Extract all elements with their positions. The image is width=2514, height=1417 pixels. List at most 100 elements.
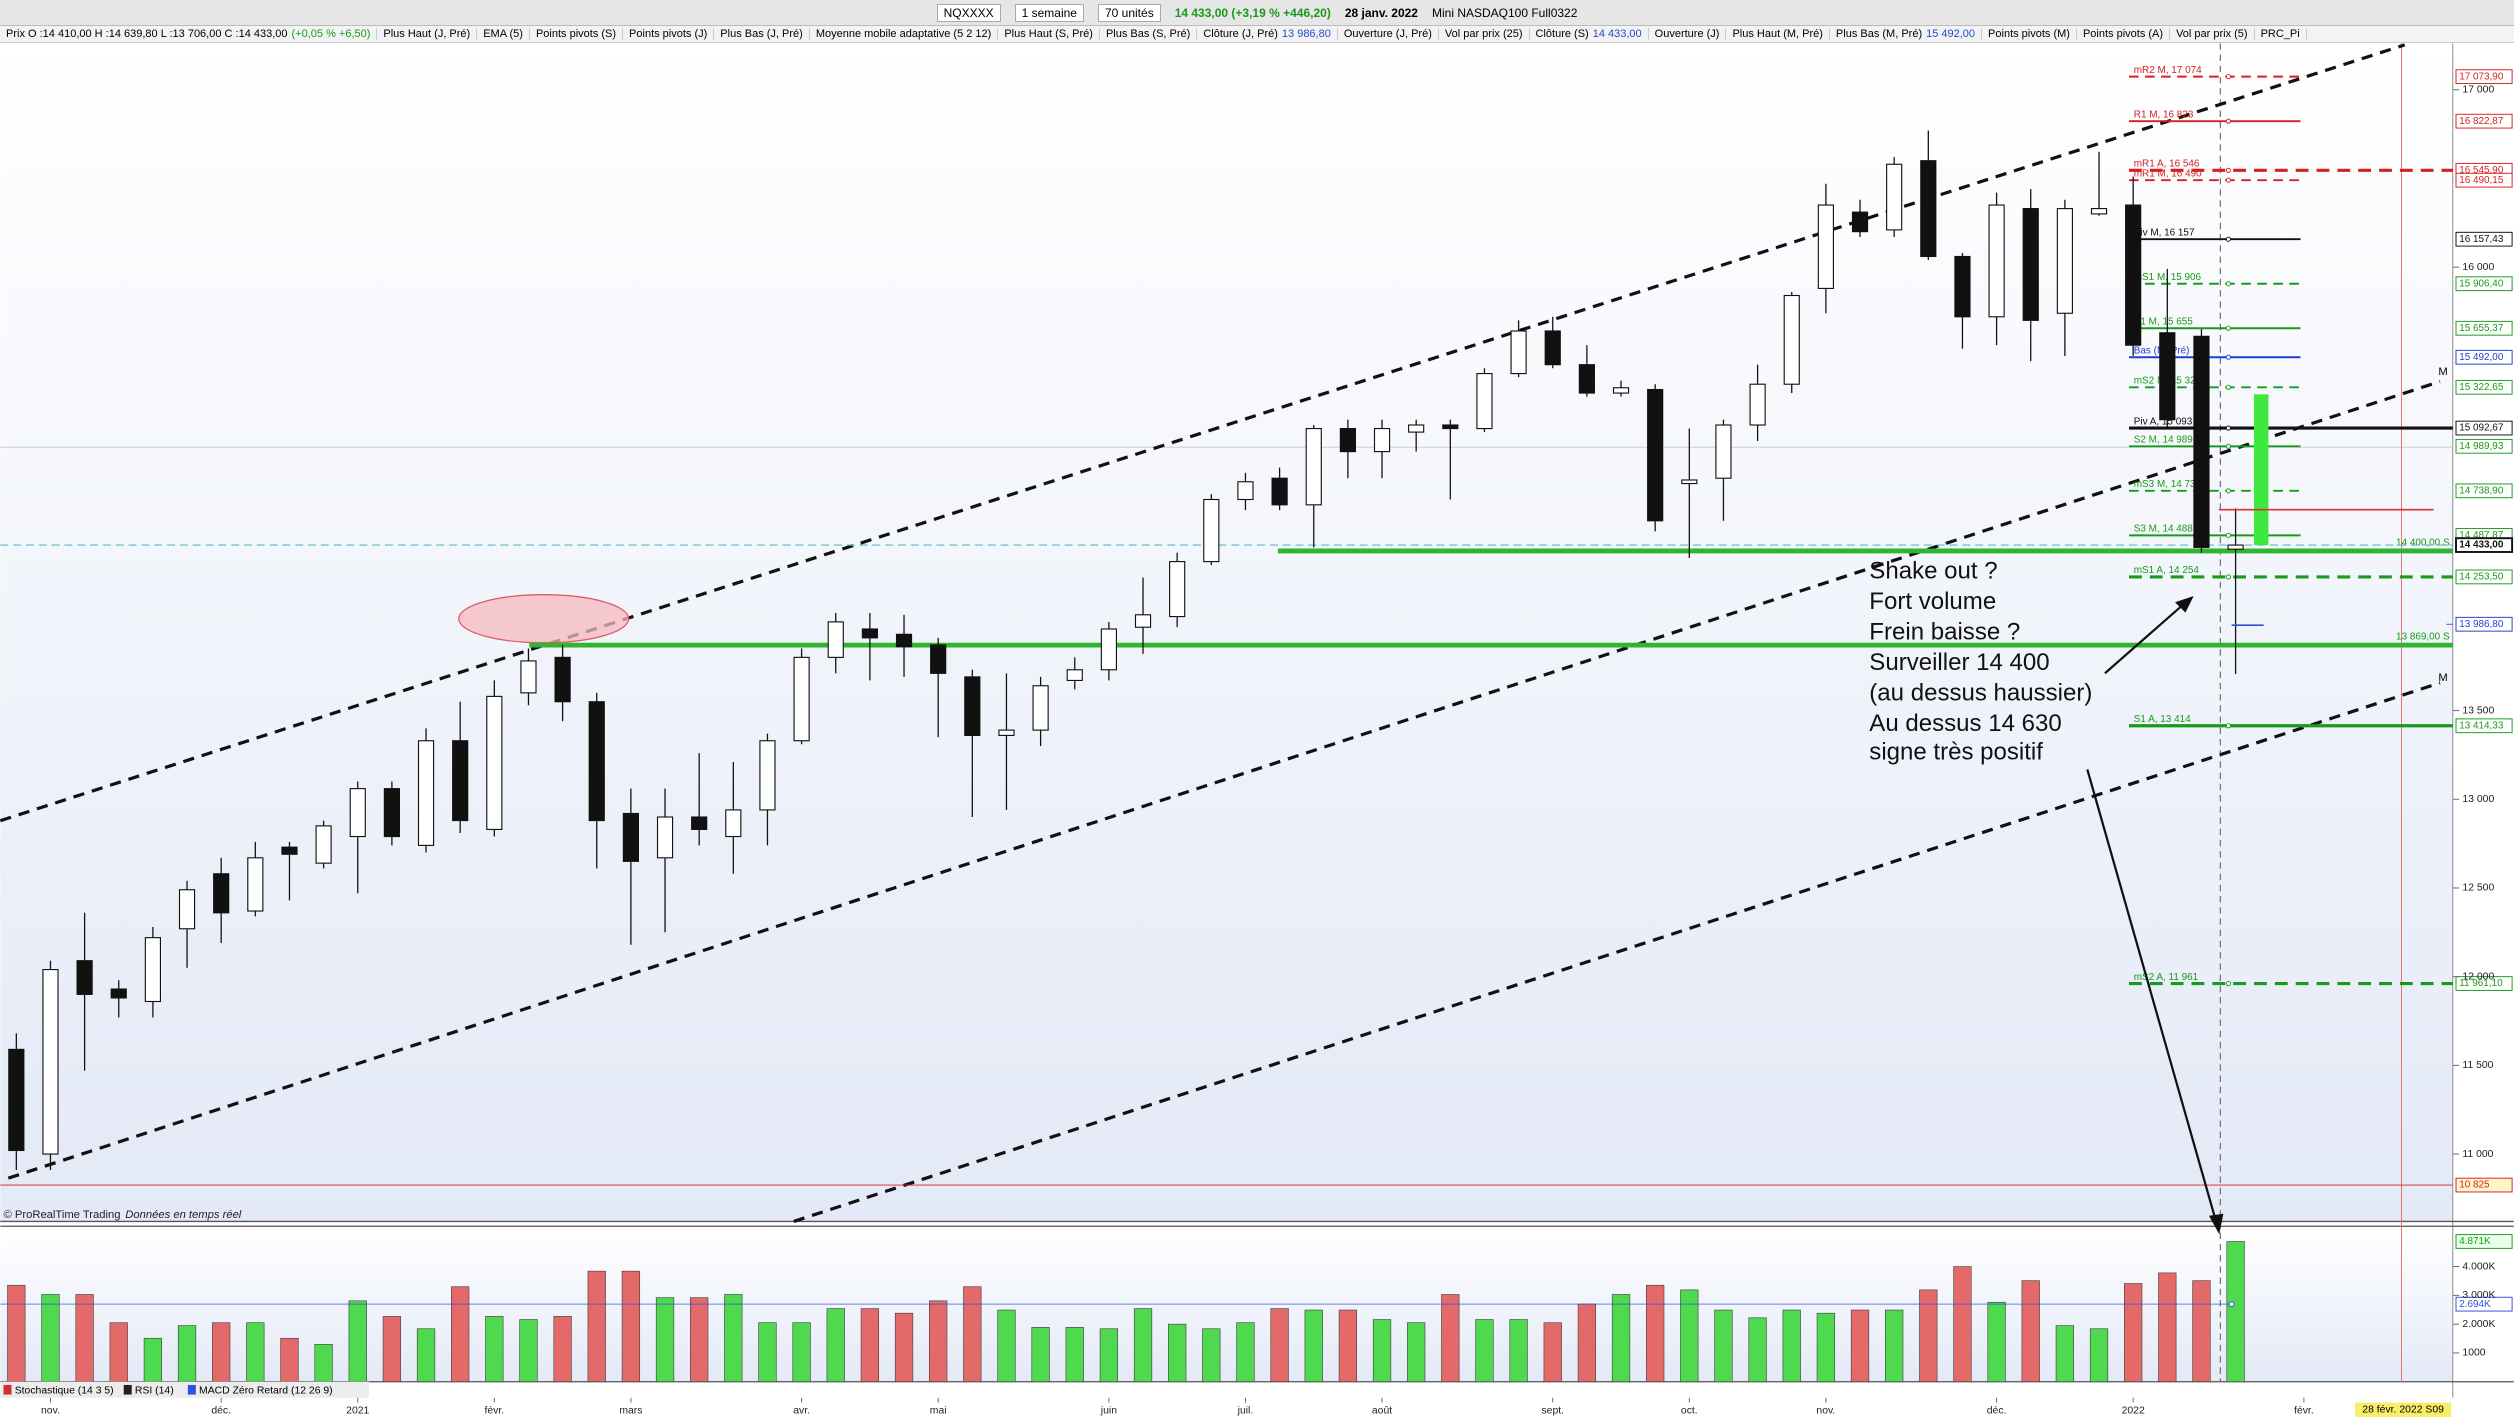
candle-body	[1237, 481, 1254, 501]
candle-body	[827, 621, 844, 658]
annotation-line: Shake out ?	[1869, 558, 1997, 585]
volume-bar	[860, 1308, 880, 1383]
indicator-item[interactable]: PRC_Pi	[2255, 28, 2307, 40]
level-label: R1 M, 16 823	[2134, 109, 2194, 120]
volume-bar	[587, 1270, 606, 1383]
indicator-item[interactable]: Plus Bas (S, Pré)	[1100, 28, 1198, 40]
indicator-item[interactable]: EMA (5)	[477, 28, 530, 40]
level-dot	[2225, 980, 2231, 987]
indicator-item[interactable]: Ouverture (J, Pré)	[1338, 28, 1439, 40]
volume-last-box	[2455, 1234, 2513, 1249]
volume-bar	[1816, 1312, 1836, 1383]
price-values: Prix O :14 410,00 H :14 639,80 L :13 706…	[6, 28, 288, 40]
indicator-item[interactable]: Clôture (S) 14 433,00	[1530, 28, 1649, 40]
candle-body	[1339, 427, 1356, 453]
indicator-label: Points pivots (J)	[629, 28, 708, 40]
level-value: 13 414,33	[2459, 720, 2504, 731]
indicator-label: Vol par prix (25)	[1444, 28, 1523, 40]
level-value: 14 487,87	[2459, 530, 2504, 541]
trendline	[0, 43, 2406, 823]
indicator-item[interactable]: Moyenne mobile adaptative (5 2 12)	[810, 28, 999, 40]
indicator-label: Clôture (S)	[1535, 28, 1589, 40]
level-value-box	[2455, 172, 2513, 188]
indicator-item[interactable]: Vol par prix (25)	[1439, 28, 1530, 40]
volume-bar	[2158, 1272, 2177, 1383]
candle-body	[1544, 330, 1561, 366]
y-tick-label: 11 000	[2462, 1149, 2493, 1160]
indicator-tab[interactable]: RSI (14)	[135, 1385, 174, 1396]
indicator-label: Plus Bas (S, Pré)	[1105, 28, 1191, 40]
indicator-value: 15 492,00	[1926, 28, 1976, 40]
indicator-tab[interactable]: MACD Zéro Retard (12 26 9)	[199, 1385, 333, 1396]
candle-body	[1954, 255, 1971, 318]
indicator-item[interactable]: Plus Haut (M, Pré)	[1726, 28, 1830, 40]
level-value: 15 322,65	[2459, 382, 2504, 393]
volume-bar	[41, 1294, 60, 1383]
x-tick-label: déc.	[1987, 1405, 2007, 1416]
indicator-item[interactable]: Plus Bas (J, Pré)	[714, 28, 810, 40]
indicator-item[interactable]: Points pivots (S)	[530, 28, 624, 40]
volume-bar	[621, 1270, 641, 1383]
price-change: (+0,05 % +6,50)	[291, 28, 371, 40]
indicator-item[interactable]: Ouverture (J)	[1649, 28, 1727, 40]
period-select[interactable]: 1 semaine	[1014, 3, 1084, 22]
candle-body	[1271, 477, 1288, 506]
level-value-box	[2455, 976, 2513, 991]
volume-bar	[1577, 1303, 1597, 1383]
indicator-item[interactable]: Clôture (J, Pré) 13 986,80	[1197, 28, 1338, 40]
indicator-item[interactable]: Points pivots (A)	[2077, 28, 2171, 40]
candle-body	[42, 968, 59, 1155]
volume-tick-label: 4.000K	[2462, 1261, 2495, 1272]
arrows	[2086, 595, 2224, 1235]
indicator-item[interactable]: Points pivots (M)	[1982, 28, 2077, 40]
x-tick-label: févr.	[2294, 1405, 2314, 1416]
date-box-label: 28 févr. 2022 S09	[2362, 1405, 2444, 1416]
candle-body	[520, 660, 537, 694]
level-dot	[2225, 488, 2231, 494]
arrow-head	[2208, 1213, 2224, 1235]
symbol-select[interactable]: NQXXXX	[936, 3, 1001, 22]
indicator-label: Plus Haut (J, Pré)	[383, 28, 471, 40]
level-dot	[2225, 574, 2231, 580]
level-value: 16 157,43	[2459, 234, 2504, 245]
volume-bar	[1646, 1284, 1665, 1383]
indicator-item[interactable]: Plus Haut (J, Pré)	[377, 28, 478, 40]
x-tick-label: oct.	[1681, 1405, 1698, 1416]
candles	[8, 130, 2244, 1171]
volume-bar	[314, 1343, 333, 1383]
candle-body	[1066, 669, 1083, 681]
level-dot	[2225, 177, 2231, 183]
volume-bar	[894, 1312, 914, 1383]
indicator-item[interactable]: Plus Bas (M, Pré) 15 492,00	[1830, 28, 1983, 40]
units-select[interactable]: 70 unités	[1097, 3, 1161, 22]
trendline	[793, 681, 2441, 1223]
level-label: mR1 M, 16 490	[2134, 168, 2202, 179]
indicator-item[interactable]: Plus Haut (S, Pré)	[998, 28, 1100, 40]
volume-bar	[1031, 1326, 1050, 1383]
volume-bar	[1680, 1289, 1699, 1383]
annotation-line: Frein baisse ?	[1869, 619, 2020, 646]
indicator-item[interactable]: Vol par prix (5)	[2170, 28, 2255, 40]
projection-bar	[2254, 394, 2269, 545]
volume-bar	[2124, 1283, 2143, 1383]
level-dot	[2225, 384, 2231, 390]
level-dot	[2225, 167, 2231, 173]
volume-bar	[177, 1325, 197, 1383]
candle-body	[1612, 387, 1630, 394]
volume-bar	[75, 1294, 94, 1383]
level-value-box	[2455, 349, 2513, 365]
annotation-line: (au dessus haussier)	[1869, 679, 2092, 706]
volume-average-dot	[2228, 1301, 2235, 1308]
volume-bar	[1338, 1309, 1358, 1383]
indicator-tab[interactable]: Stochastique (14 3 5)	[15, 1385, 114, 1396]
volume-bar	[1236, 1322, 1255, 1383]
level-label: S2 M, 14 989	[2134, 435, 2193, 446]
volume-bar	[143, 1337, 163, 1383]
annotation-line: Surveiller 14 400	[1869, 649, 2049, 676]
quote-date: 28 janv. 2022	[1344, 5, 1418, 20]
level-value-box	[2455, 569, 2513, 585]
level-label: Piv M, 16 157	[2134, 227, 2195, 238]
y-tick-label: 11 500	[2462, 1060, 2493, 1071]
candle-body	[8, 1048, 25, 1152]
indicator-item[interactable]: Points pivots (J)	[623, 28, 715, 40]
